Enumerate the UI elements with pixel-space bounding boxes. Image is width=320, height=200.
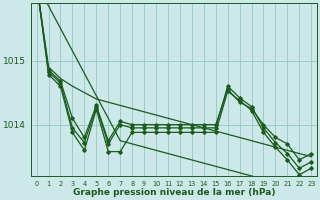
- X-axis label: Graphe pression niveau de la mer (hPa): Graphe pression niveau de la mer (hPa): [73, 188, 275, 197]
